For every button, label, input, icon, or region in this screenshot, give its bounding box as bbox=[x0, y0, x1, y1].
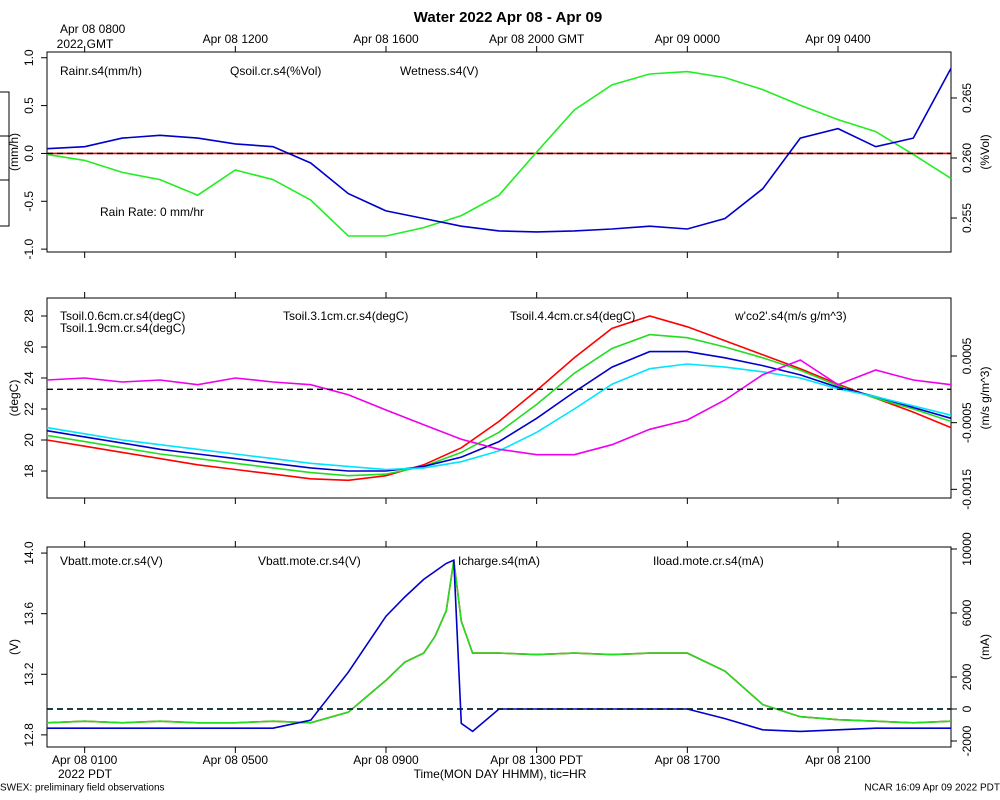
y2-tick-label: 6000 bbox=[960, 599, 974, 626]
bracket bbox=[0, 91, 10, 227]
x-tick-label: Apr 08 2100 bbox=[805, 753, 871, 767]
x2-tick-label: Apr 09 0400 bbox=[805, 32, 871, 46]
legend-label: Icharge.s4(mA) bbox=[458, 554, 540, 568]
y-tick-label: 0.5 bbox=[22, 97, 36, 114]
series-line bbox=[46, 359, 952, 456]
series-line bbox=[46, 350, 952, 472]
y2-tick-label: -2000 bbox=[960, 725, 974, 756]
series-line bbox=[46, 315, 952, 482]
legend-label: Rainr.s4(mm/h) bbox=[60, 64, 142, 78]
plot-frame bbox=[46, 51, 952, 253]
plot-frame bbox=[46, 297, 952, 499]
x-note: 2022 PDT bbox=[58, 767, 113, 781]
y-tick-label: 18 bbox=[22, 464, 36, 478]
y2-tick-label: 2000 bbox=[960, 663, 974, 690]
legend-label: Tsoil.1.9cm.cr.s4(degC) bbox=[60, 321, 185, 335]
plot-frame bbox=[46, 546, 952, 748]
series-line bbox=[46, 560, 952, 724]
y2-axis-title: (m/s g/m^3) bbox=[978, 367, 992, 430]
x-axis-title: Time(MON DAY HHMM), tic=HR bbox=[414, 767, 587, 781]
y-tick-label: 14.0 bbox=[22, 541, 36, 565]
y-tick-label: 12.8 bbox=[22, 723, 36, 747]
legend-label: Qsoil.cr.s4(%Vol) bbox=[230, 64, 321, 78]
legend-label: Vbatt.mote.cr.s4(V) bbox=[60, 554, 163, 568]
chart-title: Water 2022 Apr 08 - Apr 09 bbox=[414, 9, 602, 26]
x-tick-label: Apr 08 1700 bbox=[655, 753, 721, 767]
x-tick-label: Apr 08 1300 PDT bbox=[490, 753, 583, 767]
y-axis-title: (mm/h) bbox=[7, 133, 21, 171]
series-line bbox=[46, 333, 952, 477]
legend-label: Tsoil.3.1cm.cr.s4(degC) bbox=[283, 309, 408, 323]
y-tick-label: 13.2 bbox=[22, 662, 36, 686]
y2-tick-label: 0.260 bbox=[960, 143, 974, 173]
footer-left: SWEX: preliminary field observations bbox=[0, 783, 165, 794]
y2-tick-label: 10000 bbox=[960, 532, 974, 566]
y-tick-label: 20 bbox=[22, 433, 36, 447]
x-tick-label: Apr 08 0100 bbox=[52, 753, 118, 767]
series-line bbox=[46, 363, 952, 471]
legend-label: Wetness.s4(V) bbox=[400, 64, 478, 78]
series-line bbox=[47, 559, 951, 733]
y-axis-title: (degC) bbox=[7, 380, 21, 417]
legend-label: w'co2'.s4(m/s g/m^3) bbox=[734, 309, 847, 323]
y-tick-label: 26 bbox=[22, 340, 36, 354]
y2-axis-title: (%Vol) bbox=[978, 134, 992, 169]
legend-label: Tsoil.4.4cm.cr.s4(degC) bbox=[510, 309, 635, 323]
y-tick-label: 1.0 bbox=[22, 49, 36, 66]
legend-label: Tsoil.0.6cm.cr.s4(degC) bbox=[60, 309, 185, 323]
series-line bbox=[46, 560, 952, 724]
footer-right: NCAR 16:09 Apr 09 2022 PDT bbox=[864, 783, 1000, 794]
y2-tick-label: -0.0005 bbox=[960, 402, 974, 443]
y-tick-label: -0.5 bbox=[22, 191, 36, 212]
x2-tick-label: Apr 08 1600 bbox=[353, 32, 419, 46]
series-line bbox=[46, 70, 952, 237]
x2-tick-label: Apr 08 1200 bbox=[203, 32, 269, 46]
legend-label: Vbatt.mote.cr.s4(V) bbox=[258, 554, 361, 568]
series-line bbox=[46, 67, 952, 233]
y2-tick-label: -0.0015 bbox=[960, 469, 974, 510]
x-tick-label: Apr 08 0500 bbox=[203, 753, 269, 767]
y-tick-label: 28 bbox=[22, 309, 36, 323]
y2-tick-label: 0 bbox=[960, 705, 974, 712]
legend-label: Iload.mote.cr.s4(mA) bbox=[653, 554, 764, 568]
left-bracket bbox=[0, 91, 10, 227]
y-tick-label: 22 bbox=[22, 402, 36, 416]
y2-tick-label: 0.255 bbox=[960, 203, 974, 233]
y2-tick-label: 0.265 bbox=[960, 83, 974, 113]
y2-axis-title: (mA) bbox=[978, 634, 992, 660]
x2-tick-label: Apr 08 2000 GMT bbox=[489, 32, 585, 46]
y-tick-label: 24 bbox=[22, 371, 36, 385]
x2-tick-label: Apr 08 0800 bbox=[60, 22, 126, 36]
y-tick-label: 0.0 bbox=[22, 145, 36, 162]
y-axis-title: (V) bbox=[7, 639, 21, 655]
y2-tick-label: 0.0005 bbox=[960, 337, 974, 374]
x2-note: 2022 GMT bbox=[57, 37, 114, 51]
annotation: Rain Rate: 0 mm/hr bbox=[100, 205, 204, 219]
x-tick-label: Apr 08 0900 bbox=[353, 753, 419, 767]
x2-tick-label: Apr 09 0000 bbox=[655, 32, 721, 46]
y-tick-label: -1.0 bbox=[22, 238, 36, 259]
y-tick-label: 13.6 bbox=[22, 602, 36, 626]
